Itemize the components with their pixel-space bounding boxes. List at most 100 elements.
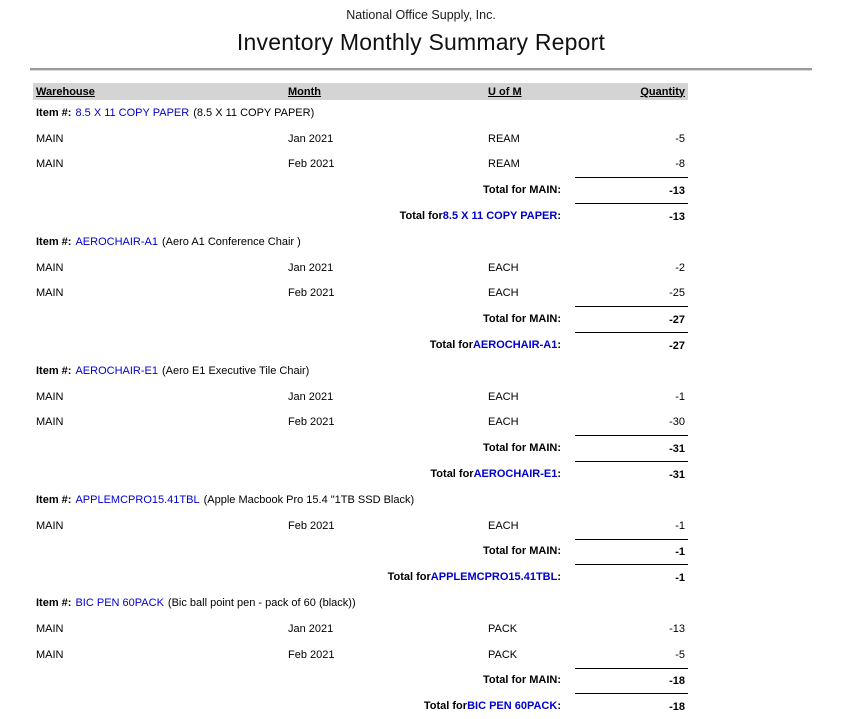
table-row: MAIN Feb 2021 EACH -1 (33, 513, 688, 539)
item-header-row: Item #: AEROCHAIR-A1 (Aero A1 Conference… (33, 229, 688, 255)
warehouse-total-row: Total for MAIN: -27 (33, 306, 688, 332)
item-total-quantity: -27 (575, 332, 688, 358)
warehouse-cell: MAIN (36, 390, 64, 403)
warehouse-cell: MAIN (36, 261, 64, 274)
item-number-label: Item #: (36, 235, 72, 248)
month-cell: Feb 2021 (288, 519, 335, 532)
warehouse-total-label: Total for MAIN: (482, 184, 561, 197)
table-row: MAIN Feb 2021 EACH -30 (33, 410, 688, 436)
table-row: MAIN Jan 2021 EACH -1 (33, 384, 688, 410)
quantity-cell: -2 (675, 261, 685, 274)
uom-cell: REAM (488, 132, 520, 145)
item-description: (Apple Macbook Pro 15.4 "1TB SSD Black) (203, 493, 415, 506)
item-total-row: Total for APPLEMCPRO15.41TBL : -1 (33, 564, 688, 590)
total-for-label: Total for (430, 468, 474, 481)
quantity-cell: -5 (675, 648, 685, 661)
item-header-row: Item #: APPLEMCPRO15.41TBL (Apple Macboo… (33, 487, 688, 513)
item-total-quantity: -1 (575, 564, 688, 590)
title-divider (30, 68, 812, 71)
uom-cell: EACH (488, 390, 519, 403)
item-header: Item #: AEROCHAIR-E1 (Aero E1 Executive … (33, 358, 688, 384)
item-header-row: Item #: AEROCHAIR-E1 (Aero E1 Executive … (33, 358, 688, 384)
total-for-label: Total for (429, 339, 473, 352)
item-total-label: Total for BIC PEN 60PACK : (33, 693, 598, 719)
warehouse-cell: MAIN (36, 519, 64, 532)
table-row: MAIN Feb 2021 REAM -8 (33, 152, 688, 178)
report-table: Warehouse Month U of M Quantity Item #: … (33, 83, 688, 719)
quantity-cell: -1 (675, 519, 685, 532)
item-total-label: Total for AEROCHAIR-A1 : (33, 332, 598, 358)
company-name: National Office Supply, Inc. (346, 8, 496, 22)
quantity-cell: -8 (675, 158, 685, 171)
month-cell: Jan 2021 (288, 261, 334, 274)
warehouse-cell: MAIN (36, 416, 64, 429)
item-total-code-link[interactable]: BIC PEN 60PACK (467, 700, 558, 713)
quantity-cell: -13 (669, 622, 685, 635)
item-code-link[interactable]: AEROCHAIR-E1 (75, 364, 158, 377)
item-total-label: Total for APPLEMCPRO15.41TBL : (33, 564, 598, 590)
table-row: MAIN Jan 2021 PACK -13 (33, 616, 688, 642)
item-description: (Bic ball point pen - pack of 60 (black)… (167, 597, 356, 610)
item-code-link[interactable]: BIC PEN 60PACK (75, 597, 164, 610)
table-row: MAIN Jan 2021 REAM -5 (33, 126, 688, 152)
column-header-quantity: Quantity (640, 85, 685, 98)
item-code-link[interactable]: APPLEMCPRO15.41TBL (75, 493, 200, 506)
month-cell: Jan 2021 (288, 132, 334, 145)
warehouse-total-label: Total for MAIN: (482, 674, 561, 687)
item-header-row: Item #: BIC PEN 60PACK (Bic ball point p… (33, 590, 688, 616)
total-colon: : (557, 210, 561, 223)
table-body: Item #: 8.5 X 11 COPY PAPER (8.5 X 11 CO… (33, 100, 688, 719)
column-header-warehouse: Warehouse (36, 85, 95, 98)
item-code-link[interactable]: AEROCHAIR-A1 (75, 235, 158, 248)
item-total-row: Total for AEROCHAIR-A1 : -27 (33, 332, 688, 358)
item-description: (8.5 X 11 COPY PAPER) (193, 106, 315, 119)
uom-cell: REAM (488, 158, 520, 171)
quantity-cell: -30 (669, 416, 685, 429)
item-total-quantity: -31 (575, 461, 688, 487)
item-total-quantity: -18 (575, 693, 688, 719)
uom-cell: EACH (488, 261, 519, 274)
month-cell: Jan 2021 (288, 622, 334, 635)
item-total-quantity: -13 (575, 203, 688, 229)
table-row: MAIN Feb 2021 EACH -25 (33, 281, 688, 307)
warehouse-total-row: Total for MAIN: -1 (33, 538, 688, 565)
item-header: Item #: APPLEMCPRO15.41TBL (Apple Macboo… (33, 487, 688, 513)
item-total-code-link[interactable]: 8.5 X 11 COPY PAPER (442, 210, 558, 223)
item-total-row: Total for BIC PEN 60PACK : -18 (33, 693, 688, 719)
uom-cell: PACK (488, 648, 518, 661)
total-colon: : (557, 700, 561, 713)
month-cell: Feb 2021 (288, 158, 335, 171)
item-description: (Aero A1 Conference Chair ) (162, 235, 301, 248)
uom-cell: EACH (488, 287, 519, 300)
quantity-cell: -1 (675, 390, 685, 403)
quantity-cell: -25 (669, 287, 685, 300)
item-header: Item #: BIC PEN 60PACK (Bic ball point p… (33, 590, 688, 616)
warehouse-total-row: Total for MAIN: -18 (33, 667, 688, 694)
item-number-label: Item #: (36, 364, 72, 377)
warehouse-total-quantity: -27 (575, 306, 688, 332)
warehouse-total-quantity: -18 (575, 667, 688, 694)
item-code-link[interactable]: 8.5 X 11 COPY PAPER (75, 106, 190, 119)
item-total-code-link[interactable]: APPLEMCPRO15.41TBL (430, 571, 558, 584)
warehouse-cell: MAIN (36, 622, 64, 635)
table-header-row: Warehouse Month U of M Quantity (33, 83, 688, 100)
quantity-cell: -5 (675, 132, 685, 145)
item-total-code-link[interactable]: AEROCHAIR-A1 (472, 339, 558, 352)
month-cell: Feb 2021 (288, 287, 335, 300)
warehouse-total-quantity: -31 (575, 435, 688, 461)
warehouse-total-label: Total for MAIN: (482, 313, 561, 326)
warehouse-total-label: Total for MAIN: (482, 442, 561, 455)
month-cell: Jan 2021 (288, 390, 334, 403)
warehouse-cell: MAIN (36, 132, 64, 145)
item-total-code-link[interactable]: AEROCHAIR-E1 (473, 468, 558, 481)
page-title: Inventory Monthly Summary Report (236, 29, 606, 55)
total-for-label: Total for (423, 700, 468, 713)
total-colon: : (557, 571, 561, 584)
warehouse-cell: MAIN (36, 648, 64, 661)
item-number-label: Item #: (36, 106, 72, 119)
warehouse-total-row: Total for MAIN: -13 (33, 177, 688, 203)
warehouse-cell: MAIN (36, 287, 64, 300)
total-colon: : (557, 339, 561, 352)
uom-cell: EACH (488, 519, 519, 532)
